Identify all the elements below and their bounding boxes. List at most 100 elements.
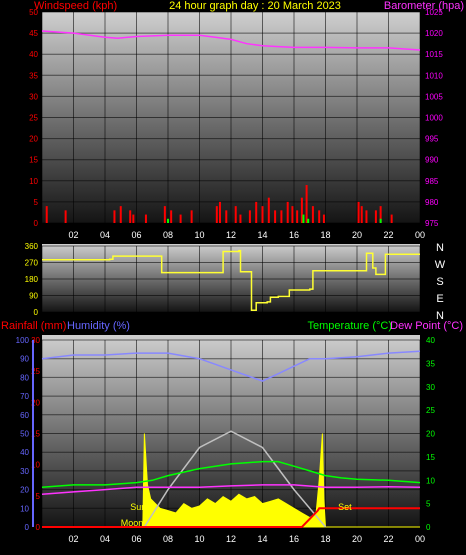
direction-degree-tick-label: 270 — [25, 259, 39, 268]
x-tick-label: 16 — [289, 534, 299, 544]
windspeed-tick-label: 45 — [29, 29, 38, 38]
x-tick-label: 04 — [100, 230, 110, 240]
barometer-tick-label: 995 — [425, 135, 439, 144]
x-tick-label: 14 — [257, 534, 267, 544]
windspeed-tick-label: 35 — [29, 71, 38, 80]
rainfall-line — [42, 507, 420, 528]
moonrise-label: Moon — [121, 518, 144, 528]
x-tick-label: 00 — [415, 230, 425, 240]
windspeed-tick-label: 0 — [34, 219, 39, 228]
barometer-tick-label: 985 — [425, 177, 439, 186]
wind-panel-grid — [41, 11, 421, 224]
windspeed-tick-label: 50 — [29, 8, 38, 17]
wind-panel-series — [41, 30, 421, 223]
compass-label: N — [436, 310, 444, 322]
x-tick-label: 02 — [68, 230, 78, 240]
windspeed-tick-label: 10 — [29, 177, 38, 186]
temperature-tick-label: 40 — [426, 336, 435, 345]
direction-degree-tick-label: 0 — [34, 308, 39, 317]
rainfall-tick-label: 25 — [31, 367, 40, 376]
rainfall-tick-label: 20 — [31, 398, 40, 407]
x-tick-label: 08 — [163, 230, 173, 240]
barometer-tick-labels: 975 980 985 990 995 1000 1005 1010 1015 1020 1025 — [425, 8, 443, 228]
temperature-line — [41, 460, 421, 489]
rainfall-tick-label: 5 — [36, 492, 41, 501]
barometer-tick-label: 980 — [425, 198, 439, 207]
humidity-tick-label: 50 — [20, 430, 29, 439]
x-tick-label: 16 — [289, 230, 299, 240]
barometer-tick-label: 1000 — [425, 114, 443, 123]
x-tick-label: 20 — [352, 230, 362, 240]
humidity-tick-label: 90 — [20, 355, 29, 364]
wind-direction-line — [42, 249, 420, 311]
direction-panel-grid — [41, 245, 421, 313]
rainfall-axis-label: Rainfall (mm) — [1, 320, 66, 332]
barometer-tick-label: 990 — [425, 156, 439, 165]
temperature-tick-label: 35 — [426, 359, 435, 368]
windspeed-tick-label: 30 — [29, 92, 38, 101]
x-tick-label: 04 — [100, 534, 110, 544]
temperature-axis-label: Temperature (°C) — [308, 320, 392, 332]
sun-elevation-arc — [143, 430, 327, 528]
humidity-tick-label: 70 — [20, 392, 29, 401]
x-tick-label: 18 — [320, 534, 330, 544]
compass-label: S — [436, 276, 443, 288]
temperature-tick-label: 10 — [426, 476, 435, 485]
rainfall-tick-label: 10 — [31, 461, 40, 470]
windspeed-tick-label: 5 — [34, 198, 39, 207]
solar-radiation-area — [42, 433, 420, 528]
compass-label: W — [435, 259, 446, 271]
barometer-line — [41, 30, 421, 51]
direction-degree-tick-label: 360 — [25, 242, 39, 251]
dewpoint-axis-label: Dew Point (°C) — [390, 320, 463, 332]
windspeed-tick-label: 20 — [29, 135, 38, 144]
barometer-tick-label: 1020 — [425, 29, 443, 38]
windspeed-tick-label: 25 — [29, 114, 38, 123]
compass-label: N — [436, 242, 444, 254]
rainfall-tick-label: 15 — [31, 430, 40, 439]
humidity-axis-label: Humidity (%) — [67, 320, 130, 332]
rainfall-tick-label: 0 — [36, 523, 41, 532]
x-tick-label: 12 — [226, 230, 236, 240]
humidity-tick-label: 20 — [20, 486, 29, 495]
temperature-tick-label: 15 — [426, 453, 435, 462]
humidity-tick-label: 40 — [20, 448, 29, 457]
direction-degree-tick-label: 90 — [29, 292, 38, 301]
wind-panel-x-tick-labels: 02 04 06 08 10 12 14 16 18 20 22 00 — [68, 230, 425, 240]
sunrise-label: Sun — [130, 502, 146, 512]
barometer-tick-label: 975 — [425, 219, 439, 228]
temp-panel-x-tick-labels: 02 04 06 08 10 12 14 16 18 20 22 00 — [68, 534, 425, 544]
x-tick-label: 12 — [226, 534, 236, 544]
barometer-tick-label: 1015 — [425, 50, 443, 59]
rainfall-tick-label: 30 — [31, 336, 40, 345]
windspeed-axis-label: Windspeed (kph) — [34, 0, 117, 12]
humidity-tick-label: 80 — [20, 373, 29, 382]
x-tick-label: 22 — [383, 534, 393, 544]
compass-label: E — [436, 293, 443, 305]
x-tick-label: 10 — [194, 230, 204, 240]
graph-title: 24 hour graph day : 20 March 2023 — [169, 0, 341, 12]
humidity-tick-label: 60 — [20, 411, 29, 420]
direction-degree-tick-labels: 0 90 180 270 360 — [25, 242, 39, 317]
x-tick-label: 14 — [257, 230, 267, 240]
humidity-tick-label: 10 — [20, 504, 29, 513]
windspeed-tick-label: 15 — [29, 156, 38, 165]
humidity-tick-label: 30 — [20, 467, 29, 476]
humidity-line — [41, 350, 421, 382]
direction-degree-tick-label: 180 — [25, 275, 39, 284]
temperature-tick-labels: 0 5 10 15 20 25 30 35 40 — [426, 336, 435, 532]
temp-panel-series — [41, 350, 421, 528]
humidity-tick-label: 100 — [16, 336, 30, 345]
humidity-tick-label: 0 — [25, 523, 30, 532]
x-tick-label: 10 — [194, 534, 204, 544]
windspeed-tick-label: 40 — [29, 50, 38, 59]
direction-panel-series — [42, 249, 420, 311]
sun-moon-annotations: Sun Moon Set — [121, 502, 352, 528]
x-tick-label: 20 — [352, 534, 362, 544]
barometer-axis-label: Barometer (hpa) — [384, 0, 464, 12]
windspeed-tick-labels: 0 5 10 15 20 25 30 35 40 45 50 — [29, 8, 38, 228]
x-tick-label: 08 — [163, 534, 173, 544]
temperature-tick-label: 0 — [426, 523, 431, 532]
